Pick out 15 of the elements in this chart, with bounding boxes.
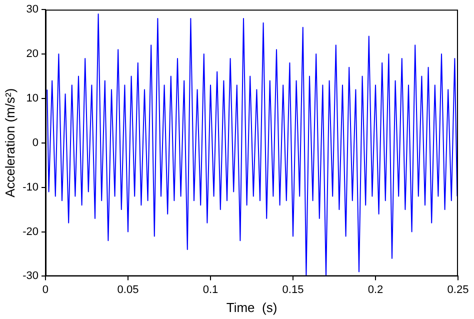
y-tick-label: -10 bbox=[22, 181, 38, 194]
y-tick-label: 0 bbox=[32, 136, 38, 149]
x-tick-label: 0.2 bbox=[368, 284, 384, 296]
y-tick-label: 30 bbox=[26, 4, 38, 16]
y-tick-label: 10 bbox=[26, 92, 38, 104]
x-tick-label: 0.25 bbox=[447, 284, 469, 296]
y-axis-title: Acceleration (m/s²) bbox=[2, 88, 18, 198]
x-tick-label: 0.05 bbox=[117, 284, 139, 296]
x-tick-label: 0.1 bbox=[202, 284, 218, 296]
x-tick-label: 0 bbox=[42, 284, 49, 296]
y-tick-label: 20 bbox=[26, 48, 38, 60]
y-tick-label: -30 bbox=[22, 270, 38, 282]
x-tick-label: 0.15 bbox=[282, 284, 304, 296]
y-tick-label: -20 bbox=[22, 226, 38, 238]
x-axis-title: Time (s) bbox=[226, 300, 278, 315]
